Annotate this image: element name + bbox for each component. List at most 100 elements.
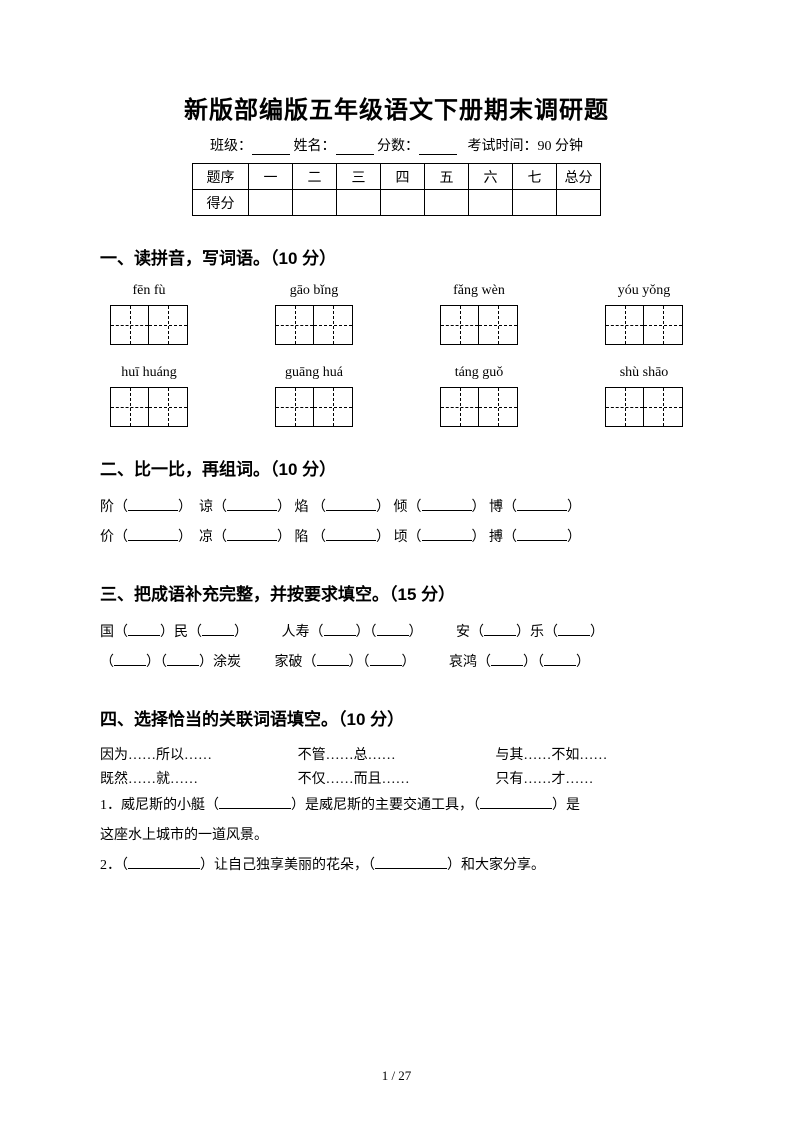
pinyin-label: guāng huá <box>275 365 353 381</box>
blank[interactable] <box>227 540 277 541</box>
char: 凉 <box>199 530 213 545</box>
col-cell: 总分 <box>557 164 601 190</box>
char-grid[interactable] <box>440 387 518 427</box>
score-blank[interactable] <box>419 141 457 155</box>
char-grid[interactable] <box>110 387 188 427</box>
blank[interactable] <box>491 665 523 666</box>
pinyin-item: gāo bǐng <box>275 283 353 345</box>
pinyin-item: shù shāo <box>605 365 683 427</box>
name-label: 姓名： <box>294 139 336 154</box>
pinyin-label: fǎng wèn <box>440 283 518 299</box>
header-cell: 题序 <box>193 164 249 190</box>
col-cell: 四 <box>381 164 425 190</box>
q1-line1: 1．威尼斯的小艇（）是威尼斯的主要交通工具，（）是 <box>100 792 693 820</box>
blank[interactable] <box>558 635 590 636</box>
char: 搏 <box>489 530 503 545</box>
blank[interactable] <box>375 868 447 869</box>
blank[interactable] <box>517 510 567 511</box>
header-cell: 得分 <box>193 190 249 216</box>
table-row: 题序 一 二 三 四 五 六 七 总分 <box>193 164 601 190</box>
q-text: ）让自己独享美丽的花朵，（ <box>200 858 375 873</box>
pinyin-label: huī huáng <box>110 365 188 381</box>
idiom-text: 哀鸿 <box>449 655 477 670</box>
blank[interactable] <box>317 665 349 666</box>
blank[interactable] <box>422 510 472 511</box>
char: 谅 <box>199 500 213 515</box>
score-cell[interactable] <box>381 190 425 216</box>
pinyin-row-1: fēn fù gāo bǐng fǎng wèn yóu yǒng <box>100 283 693 345</box>
conj-option: 不管……总…… <box>298 744 496 764</box>
idiom-text: 乐 <box>530 625 544 640</box>
blank[interactable] <box>484 635 516 636</box>
idiom-text: 安 <box>456 625 470 640</box>
blank[interactable] <box>114 665 146 666</box>
char: 焰 <box>295 500 309 515</box>
conjunction-row-1: 因为……所以…… 不管……总…… 与其……不如…… <box>100 744 693 764</box>
blank[interactable] <box>227 510 277 511</box>
blank[interactable] <box>326 540 376 541</box>
conj-option: 因为……所以…… <box>100 744 298 764</box>
time-label: 考试时间：90 分钟 <box>468 139 584 154</box>
pinyin-label: shù shāo <box>605 365 683 381</box>
idiom-row-1: 国（）民（） 人寿（）（） 安（）乐（） <box>100 619 693 647</box>
conjunction-row-2: 既然……就…… 不仅……而且…… 只有……才…… <box>100 768 693 788</box>
compare-row-2: 价（） 凉（） 陷 （） 顷（） 搏（） <box>100 524 693 552</box>
score-cell[interactable] <box>513 190 557 216</box>
char: 博 <box>489 500 503 515</box>
char-grid[interactable] <box>605 305 683 345</box>
q2-line: 2．（）让自己独享美丽的花朵，（）和大家分享。 <box>100 852 693 880</box>
pinyin-item: guāng huá <box>275 365 353 427</box>
table-row: 得分 <box>193 190 601 216</box>
char: 顷 <box>394 530 408 545</box>
idiom-text: 涂炭 <box>213 655 241 670</box>
section1-heading: 一、读拼音，写词语。（10 分） <box>100 244 693 269</box>
pinyin-row-2: huī huáng guāng huá táng guǒ shù shāo <box>100 365 693 427</box>
pinyin-item: huī huáng <box>110 365 188 427</box>
pinyin-label: yóu yǒng <box>605 283 683 299</box>
score-cell[interactable] <box>425 190 469 216</box>
col-cell: 五 <box>425 164 469 190</box>
score-cell[interactable] <box>469 190 513 216</box>
char-grid[interactable] <box>440 305 518 345</box>
score-cell[interactable] <box>557 190 601 216</box>
meta-line: 班级： 姓名： 分数： 考试时间：90 分钟 <box>100 135 693 155</box>
idiom-text: 民 <box>174 625 188 640</box>
section3-heading: 三、把成语补充完整，并按要求填空。（15 分） <box>100 580 693 605</box>
blank[interactable] <box>128 868 200 869</box>
blank[interactable] <box>167 665 199 666</box>
blank[interactable] <box>128 635 160 636</box>
conj-option: 只有……才…… <box>495 768 693 788</box>
blank[interactable] <box>370 665 402 666</box>
char: 阶 <box>100 500 114 515</box>
blank[interactable] <box>377 635 409 636</box>
char-grid[interactable] <box>275 305 353 345</box>
blank[interactable] <box>326 510 376 511</box>
name-blank[interactable] <box>336 141 374 155</box>
char-grid[interactable] <box>605 387 683 427</box>
blank[interactable] <box>128 510 178 511</box>
q-text: ）和大家分享。 <box>447 858 545 873</box>
char: 价 <box>100 530 114 545</box>
score-table: 题序 一 二 三 四 五 六 七 总分 得分 <box>192 163 601 216</box>
class-label: 班级： <box>210 139 252 154</box>
char: 陷 <box>295 530 309 545</box>
score-cell[interactable] <box>337 190 381 216</box>
conj-option: 与其……不如…… <box>495 744 693 764</box>
blank[interactable] <box>202 635 234 636</box>
blank[interactable] <box>422 540 472 541</box>
col-cell: 二 <box>293 164 337 190</box>
char-grid[interactable] <box>275 387 353 427</box>
score-label: 分数： <box>377 139 419 154</box>
score-cell[interactable] <box>249 190 293 216</box>
char-grid[interactable] <box>110 305 188 345</box>
blank[interactable] <box>517 540 567 541</box>
page-number: 1 / 27 <box>0 1068 793 1084</box>
blank[interactable] <box>324 635 356 636</box>
score-cell[interactable] <box>293 190 337 216</box>
blank[interactable] <box>480 808 552 809</box>
class-blank[interactable] <box>252 141 290 155</box>
blank[interactable] <box>128 540 178 541</box>
blank[interactable] <box>219 808 291 809</box>
pinyin-item: fēn fù <box>110 283 188 345</box>
blank[interactable] <box>544 665 576 666</box>
